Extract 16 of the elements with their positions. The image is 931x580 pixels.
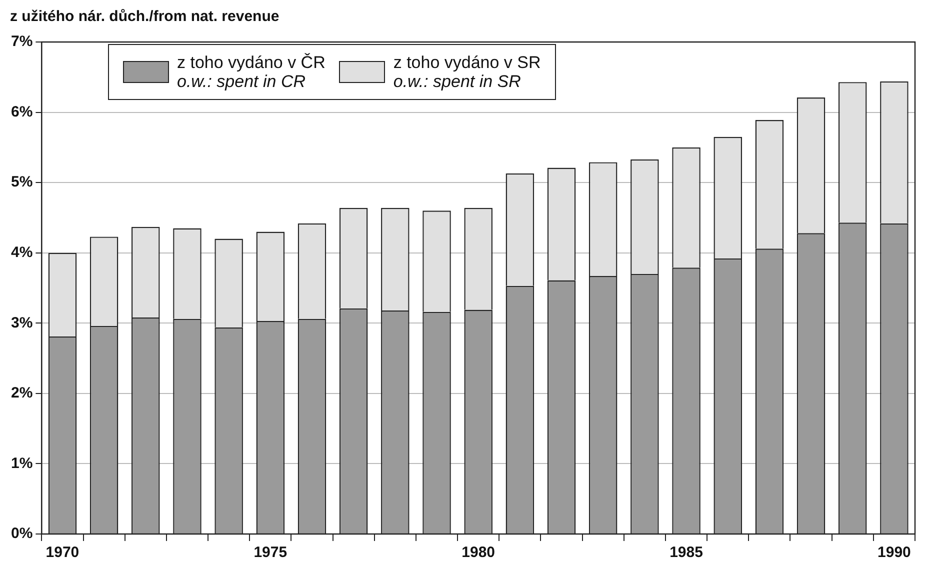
x-tick-label: 1985 bbox=[670, 544, 703, 562]
y-tick-label: 5% bbox=[10, 174, 33, 191]
y-tick-label: 2% bbox=[10, 384, 33, 402]
y-tick-label: 7% bbox=[10, 33, 33, 50]
chart-title: z užitého nár. důch./from nat. revenue bbox=[9, 8, 280, 27]
y-tick-label: 0% bbox=[10, 525, 33, 542]
legend-label: z toho vydáno v SR o.w.: spent in SR bbox=[393, 53, 541, 91]
x-tick-label: 1975 bbox=[254, 544, 288, 562]
x-tick-label: 1990 bbox=[878, 544, 911, 562]
y-tick-label: 4% bbox=[10, 244, 33, 261]
x-tick-label: 1980 bbox=[462, 544, 496, 562]
y-tick-label: 3% bbox=[10, 314, 33, 332]
y-tick-label: 1% bbox=[10, 454, 33, 472]
legend-label: z toho vydáno v ČR o.w.: spent in CR bbox=[177, 53, 326, 91]
y-tick-label: 6% bbox=[10, 103, 33, 120]
x-tick-label: 1970 bbox=[46, 544, 80, 562]
